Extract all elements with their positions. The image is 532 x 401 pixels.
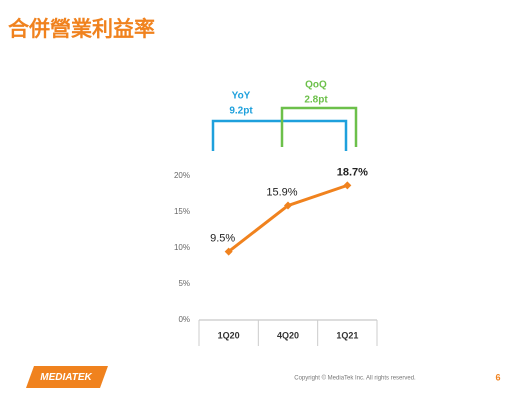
y-tick-label: 15% bbox=[174, 207, 190, 216]
y-tick-label: 0% bbox=[178, 315, 190, 324]
y-tick-label: 20% bbox=[174, 171, 190, 180]
y-tick-label: 5% bbox=[178, 279, 190, 288]
annotation-label: QoQ bbox=[305, 80, 327, 91]
data-label: 18.7% bbox=[337, 166, 368, 178]
copyright: Copyright © MediaTek Inc. All rights res… bbox=[294, 375, 416, 382]
page-number: 6 bbox=[495, 372, 500, 382]
data-label: 9.5% bbox=[210, 233, 235, 245]
x-tick-label: 1Q21 bbox=[336, 330, 358, 340]
logo-text: MEDIATEK bbox=[40, 372, 92, 383]
data-label: 15.9% bbox=[266, 186, 297, 198]
bracket bbox=[280, 106, 358, 147]
annotation-label: YoY bbox=[232, 91, 251, 102]
slide-title: 合併營業利益率 bbox=[8, 17, 155, 41]
logo: MEDIATEK bbox=[26, 366, 108, 388]
x-tick-label: 4Q20 bbox=[277, 330, 299, 340]
marker bbox=[343, 181, 352, 190]
y-tick-label: 10% bbox=[174, 243, 190, 252]
bracket bbox=[211, 119, 348, 151]
logo-badge bbox=[26, 366, 108, 388]
marker bbox=[284, 201, 292, 210]
marker bbox=[224, 247, 233, 256]
annotation-value: 9.2pt bbox=[229, 106, 253, 117]
annotation-value: 2.8pt bbox=[304, 95, 328, 106]
x-tick-label: 1Q20 bbox=[218, 330, 240, 340]
